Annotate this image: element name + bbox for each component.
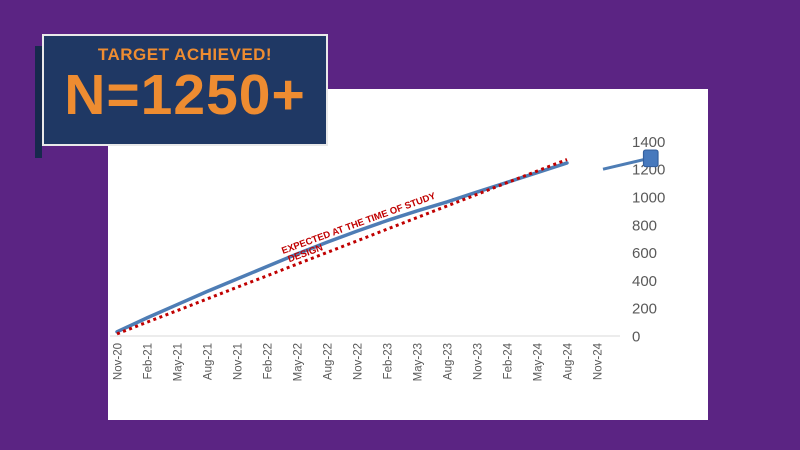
x-axis-label: Nov-22	[353, 343, 365, 380]
x-axis-label: May-22	[293, 343, 305, 381]
x-axis-label: May-24	[533, 342, 545, 381]
y-axis-label: 400	[632, 273, 657, 290]
x-axis-label: Feb-21	[143, 343, 155, 379]
x-axis-label: Feb-23	[383, 343, 395, 379]
x-axis-label: Nov-24	[593, 342, 605, 380]
x-axis-label: Nov-23	[473, 343, 485, 380]
expected-dotted-line	[116, 158, 568, 336]
y-axis-label: 1000	[632, 190, 665, 207]
y-axis-label: 0	[632, 329, 640, 346]
chart-panel: 0 200 400 600 800 1000 1200 1400 Nov-20 Feb-21 May…	[108, 89, 708, 420]
x-axis-label: May-21	[173, 343, 185, 381]
y-axis-label: 200	[632, 301, 657, 318]
annotation-expected-text: EXPECTED AT THE TIME OF STUDYDESIGN	[280, 190, 441, 266]
actual-enrollment-line	[115, 161, 569, 334]
x-axis-label: Nov-21	[233, 343, 245, 380]
y-axis-label: 800	[632, 217, 657, 234]
target-achieved-badge: TARGET ACHIEVED! N=1250+	[35, 34, 328, 158]
x-axis-label: Aug-24	[563, 342, 575, 380]
badge-title: TARGET ACHIEVED!	[97, 45, 273, 64]
y-axis-label: 1400	[632, 134, 665, 151]
y-axis-label: 600	[632, 245, 657, 262]
x-axis-label: Aug-22	[323, 343, 335, 380]
x-axis-label: Nov-20	[113, 343, 125, 380]
end-square-marker	[642, 149, 659, 168]
x-axis-label: Feb-24	[503, 342, 515, 379]
x-axis-label: Feb-22	[263, 343, 275, 379]
badge-n-value: N=1250+	[64, 63, 306, 127]
end-connector-line	[602, 157, 647, 171]
x-axis-label: Aug-21	[203, 343, 215, 380]
x-axis-label: Aug-23	[443, 343, 455, 380]
x-axis-label: May-23	[413, 343, 425, 381]
